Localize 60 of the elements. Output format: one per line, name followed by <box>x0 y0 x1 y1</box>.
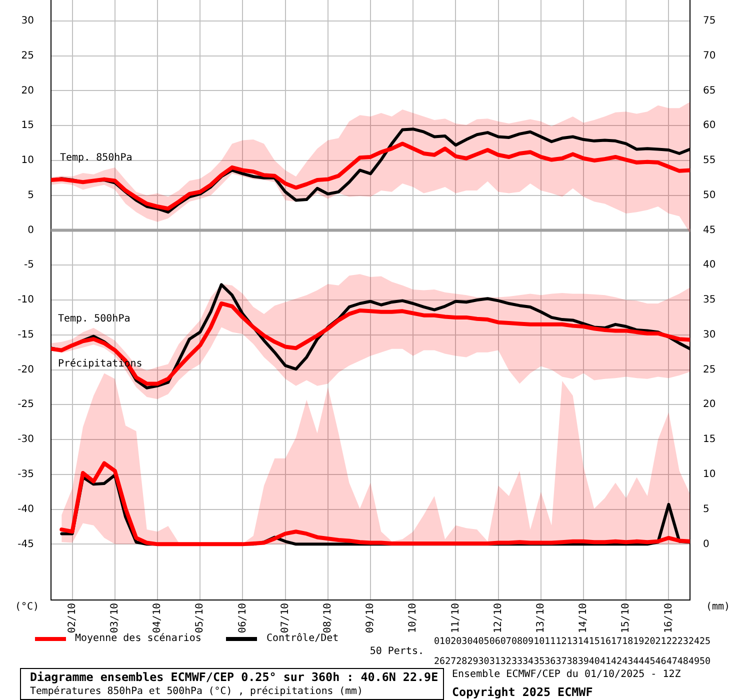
x-tick-label: 09/10 <box>365 603 376 634</box>
y-tick-label: -30 <box>18 434 34 446</box>
y2-axis-title: (mm) <box>706 602 730 613</box>
x-tick-label: 06/10 <box>237 603 248 634</box>
legend-label: Moyenne des scénarios <box>75 633 202 644</box>
y-tick-label: -15 <box>18 329 34 340</box>
y-tick-label: 5 <box>28 190 34 201</box>
y-tick-label: 0 <box>28 224 34 236</box>
text: Diagramme ensembles ECMWF/CEP 0.25° sur 360h : 40.6N 22.9E <box>30 670 438 684</box>
y-tick-label: 15 <box>21 120 34 132</box>
text: Copyright 2025 ECMWF <box>452 685 593 699</box>
y2-tick-label: 60 <box>703 120 716 132</box>
y-tick-label: -35 <box>18 469 34 480</box>
y2-tick-label: 75 <box>703 16 716 27</box>
text: 50 Perts. <box>370 646 424 657</box>
x-tick-label: 10/10 <box>408 603 419 634</box>
y2-tick-label: 25 <box>703 364 716 376</box>
text: 26272829303132333435363738394041424344454647484950 <box>434 656 711 667</box>
x-tick-label: 05/10 <box>194 603 206 634</box>
y2-tick-label: 0 <box>703 538 710 550</box>
x-tick-label: 12/10 <box>492 603 504 634</box>
x-tick-label: 13/10 <box>535 603 546 634</box>
y-tick-label: 30 <box>21 16 34 27</box>
y-tick-label: 20 <box>21 85 34 96</box>
y-tick-label: -45 <box>18 538 34 550</box>
y2-tick-label: 10 <box>703 469 716 480</box>
y2-tick-label: 20 <box>703 399 716 410</box>
y2-tick-label: 5 <box>703 504 710 515</box>
y2-tick-label: 45 <box>703 224 716 236</box>
y-tick-label: -10 <box>18 294 34 306</box>
x-tick-label: 15/10 <box>620 603 632 634</box>
y-tick-label: -25 <box>18 399 34 410</box>
legend-label: Contrôle/Det <box>266 633 339 644</box>
y-tick-label: -40 <box>18 504 34 515</box>
y2-tick-label: 40 <box>703 260 716 271</box>
text: Températures 850hPa et 500hPa (°C) , précipitations (mm) <box>30 686 363 697</box>
y2-tick-label: 70 <box>703 50 716 62</box>
y2-tick-label: 65 <box>703 85 716 96</box>
y-tick-label: 25 <box>21 50 34 62</box>
annotation: Temp. 500hPa <box>58 314 130 325</box>
annotation: Temp. 850hPa <box>60 152 132 164</box>
y2-tick-label: 15 <box>703 434 716 446</box>
x-tick-label: 02/10 <box>66 603 78 634</box>
x-tick-label: 07/10 <box>280 603 291 634</box>
y2-tick-label: 30 <box>703 329 716 340</box>
x-tick-label: 03/10 <box>109 603 120 634</box>
y2-tick-label: 55 <box>703 155 716 166</box>
x-tick-label: 14/10 <box>578 603 590 634</box>
y2-tick-label: 50 <box>703 190 716 201</box>
y2-tick-label: 35 <box>703 294 716 306</box>
y-axis-title: (°C) <box>14 602 40 613</box>
y-tick-label: 10 <box>21 155 34 166</box>
x-tick-label: 16/10 <box>663 603 674 634</box>
y-tick-label: -20 <box>18 364 34 376</box>
x-tick-label: 08/10 <box>322 603 334 634</box>
text: Ensemble ECMWF/CEP du 01/10/2025 - 12Z <box>452 669 681 680</box>
x-tick-label: 04/10 <box>152 603 164 634</box>
y-tick-label: -5 <box>24 260 34 271</box>
text: 01020304050607080910111213141516171819202122232425 <box>434 636 711 647</box>
x-tick-label: 11/10 <box>450 603 462 634</box>
